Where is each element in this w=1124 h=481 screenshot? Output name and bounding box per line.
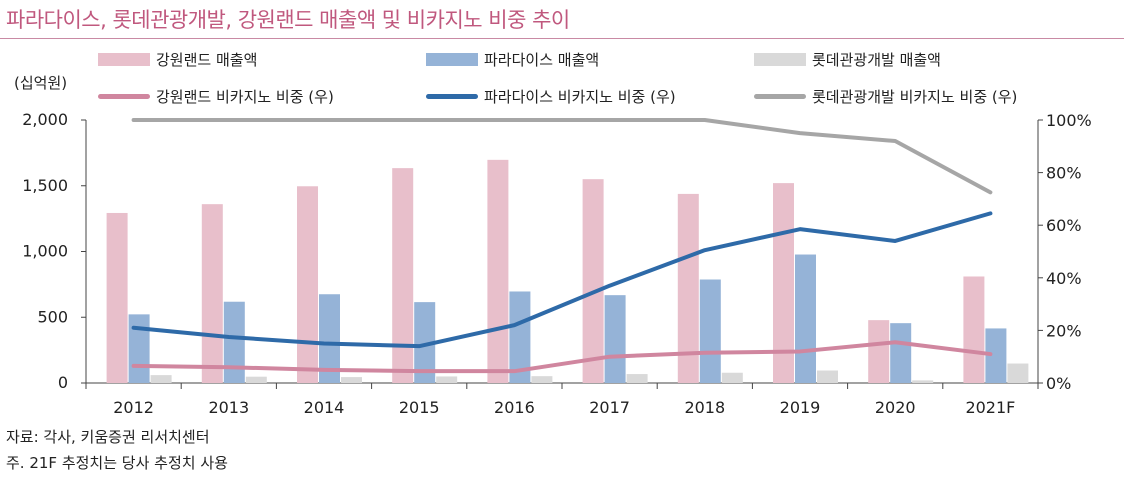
legend-swatch [98, 53, 150, 66]
y-right-tick-label: 0% [1046, 374, 1071, 393]
left-axis-unit: (십억원) [14, 74, 68, 92]
x-tick-label: 2016 [494, 398, 535, 417]
legend-swatch [754, 53, 806, 66]
legend-swatch [426, 53, 478, 66]
legend-swatch [98, 94, 150, 99]
y-right-tick-label: 20% [1046, 321, 1082, 340]
y-left-tick-label: 1,500 [22, 176, 68, 195]
bar-kangwon-sales [201, 204, 223, 383]
bar-paradise-sales [509, 291, 531, 383]
legend-label: 강원랜드 매출액 [156, 51, 258, 69]
bar-kangwon-sales [677, 193, 699, 383]
x-tick-label: 2019 [780, 398, 821, 417]
y-left-tick-label: 1,000 [22, 242, 68, 261]
bar-paradise-sales [890, 323, 912, 383]
bar-paradise-sales [223, 301, 245, 383]
x-tick-label: 2018 [684, 398, 725, 417]
bar-lotte-sales [817, 370, 838, 383]
legend-label: 파라다이스 비카지노 비중 (우) [484, 88, 676, 106]
x-tick-label: 2014 [304, 398, 345, 417]
bar-paradise-sales [128, 314, 150, 383]
legend-label: 롯데관광개발 매출액 [812, 51, 941, 69]
title-divider [0, 38, 1124, 39]
line-paradise-ratio [131, 211, 993, 349]
bar-kangwon-sales [392, 168, 414, 383]
x-tick-label: 2020 [875, 398, 916, 417]
bar-kangwon-sales [868, 320, 890, 383]
legend-label: 파라다이스 매출액 [484, 51, 600, 69]
bar-lotte-sales [531, 376, 553, 383]
legend-item-kangwon-ratio: 강원랜드 비카지노 비중 (우) [98, 86, 334, 107]
legend-item-paradise-ratio: 파라다이스 비카지노 비중 (우) [426, 86, 676, 107]
legend-item-kangwon-sales: 강원랜드 매출액 [98, 49, 257, 70]
bar-paradise-sales [414, 302, 436, 383]
source-note: 자료: 각사, 키움증권 리서치센터 [6, 428, 210, 446]
bar-kangwon-sales [106, 212, 128, 383]
bar-paradise-sales [604, 295, 626, 383]
estimate-note: 주. 21F 추정치는 당사 추정치 사용 [6, 454, 228, 472]
legend-swatch [426, 94, 478, 99]
x-tick-label: 2017 [589, 398, 630, 417]
legend-item-lotte-sales: 롯데관광개발 매출액 [754, 49, 941, 70]
bar-kangwon-sales [297, 186, 318, 383]
y-left-tick-label: 500 [37, 307, 68, 326]
bar-lotte-sales [626, 374, 648, 383]
bar-lotte-sales [245, 376, 267, 383]
bar-lotte-sales [912, 380, 934, 383]
x-tick-label: 2013 [208, 398, 249, 417]
bar-kangwon-sales [963, 276, 985, 383]
bar-lotte-sales [721, 372, 743, 383]
chart-title: 파라다이스, 롯데관광개발, 강원랜드 매출액 및 비카지노 비중 추이 [6, 8, 570, 32]
bar-paradise-sales [319, 294, 340, 383]
y-left-tick-label: 2,000 [22, 110, 68, 129]
bar-paradise-sales [699, 279, 721, 383]
bar-paradise-sales [985, 328, 1007, 383]
bar-paradise-sales [795, 254, 816, 383]
x-tick-label: 2015 [399, 398, 440, 417]
legend-swatch [754, 94, 806, 99]
y-right-tick-label: 80% [1046, 164, 1082, 183]
bar-kangwon-sales [487, 159, 509, 383]
legend-label: 롯데관광개발 비카지노 비중 (우) [812, 88, 1018, 106]
y-left-tick-label: 0 [58, 373, 68, 392]
legend-item-paradise-sales: 파라다이스 매출액 [426, 49, 599, 70]
x-tick-label: 2021F [965, 398, 1015, 417]
bar-lotte-sales [150, 375, 172, 383]
bar-lotte-sales [1007, 363, 1029, 383]
line-lotte-ratio [131, 118, 993, 195]
bar-lotte-sales [436, 376, 458, 383]
x-tick-label: 2012 [113, 398, 154, 417]
line-kangwon-ratio [131, 340, 993, 374]
legend-item-lotte-ratio: 롯데관광개발 비카지노 비중 (우) [754, 86, 1017, 107]
y-right-tick-label: 60% [1046, 216, 1082, 235]
y-right-tick-label: 100% [1046, 111, 1092, 130]
bar-lotte-sales [341, 377, 362, 383]
legend-label: 강원랜드 비카지노 비중 (우) [156, 88, 334, 106]
bar-kangwon-sales [582, 179, 604, 383]
y-right-tick-label: 40% [1046, 269, 1082, 288]
